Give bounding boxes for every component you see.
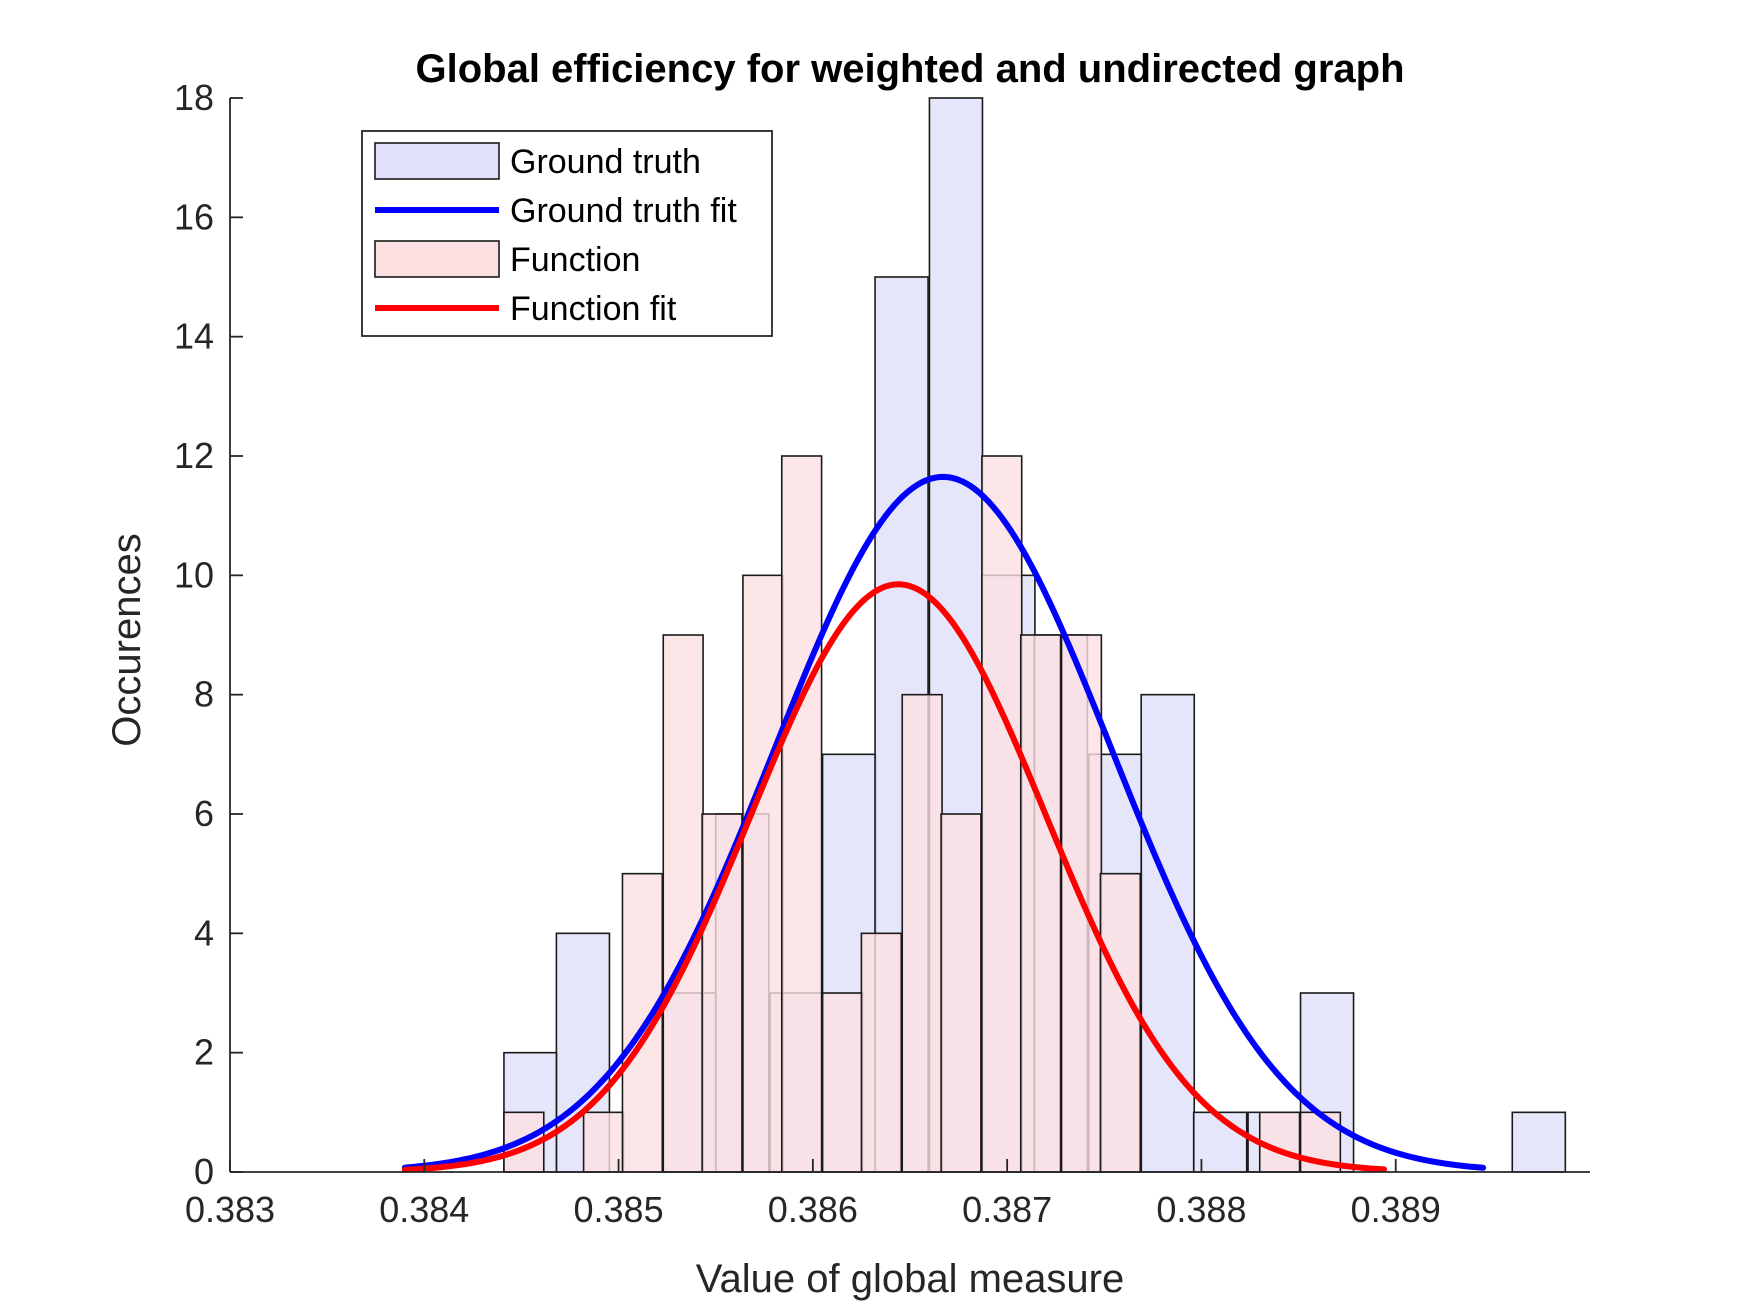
histogram-bar-function <box>1019 634 1062 1173</box>
histogram-bar-function <box>860 932 903 1173</box>
y-tick-label: 12 <box>174 435 214 476</box>
legend-swatch <box>374 142 500 180</box>
legend-swatch <box>374 240 500 278</box>
ground-truth-fit-curve <box>401 473 1487 1171</box>
legend-label: Function <box>510 241 640 279</box>
histogram-bar-function <box>940 813 982 1173</box>
legend-label: Function fit <box>510 290 677 328</box>
y-tick-label: 18 <box>174 77 214 118</box>
legend: Ground truth Ground truth fit Function Func… <box>361 130 773 337</box>
histogram-bar-ground-truth <box>1511 1111 1567 1173</box>
y-tick-label: 6 <box>194 793 214 834</box>
histogram-bar-function <box>901 693 943 1173</box>
histogram-bar-function <box>821 992 864 1173</box>
x-tick-label: 0.385 <box>574 1189 664 1230</box>
fit-curves <box>401 473 1487 1173</box>
histogram-bar-function <box>981 455 1023 1173</box>
x-tick-label: 0.383 <box>185 1189 275 1230</box>
histogram-bar-function <box>780 455 823 1173</box>
y-tick-label: 2 <box>194 1032 214 1073</box>
histogram-bar-function <box>742 574 784 1173</box>
histogram-bar-function <box>582 1111 625 1173</box>
y-tick-label: 10 <box>174 554 214 595</box>
y-tick-label: 0 <box>194 1151 214 1192</box>
x-tick-label: 0.387 <box>962 1189 1052 1230</box>
y-tick-label: 14 <box>174 316 214 357</box>
histogram-bar-function <box>701 813 743 1173</box>
histogram-bar-function <box>662 634 704 1173</box>
histogram-bars <box>503 97 1567 1173</box>
legend-label: Ground truth fit <box>510 192 737 230</box>
x-tick-label: 0.384 <box>379 1189 469 1230</box>
x-tick-label: 0.386 <box>768 1189 858 1230</box>
histogram-bar-function <box>1099 872 1142 1173</box>
y-tick-label: 8 <box>194 674 214 715</box>
y-axis-label: Occurences <box>105 533 149 746</box>
histogram-bar-ground-truth <box>1140 693 1196 1173</box>
y-tick-label: 16 <box>174 196 214 237</box>
axes: 0.383 0.384 0.385 0.386 0.387 0.388 0.389 0 2 4 6 8… <box>174 77 1590 1230</box>
x-tick-label: 0.389 <box>1351 1189 1441 1230</box>
x-tick-label: 0.388 <box>1156 1189 1246 1230</box>
chart-title: Global efficiency for weighted and undir… <box>415 47 1404 91</box>
y-tick-label: 4 <box>194 912 214 953</box>
x-axis-label: Value of global measure <box>696 1257 1124 1301</box>
function-fit-curve <box>401 581 1388 1173</box>
legend-label: Ground truth <box>510 143 701 181</box>
